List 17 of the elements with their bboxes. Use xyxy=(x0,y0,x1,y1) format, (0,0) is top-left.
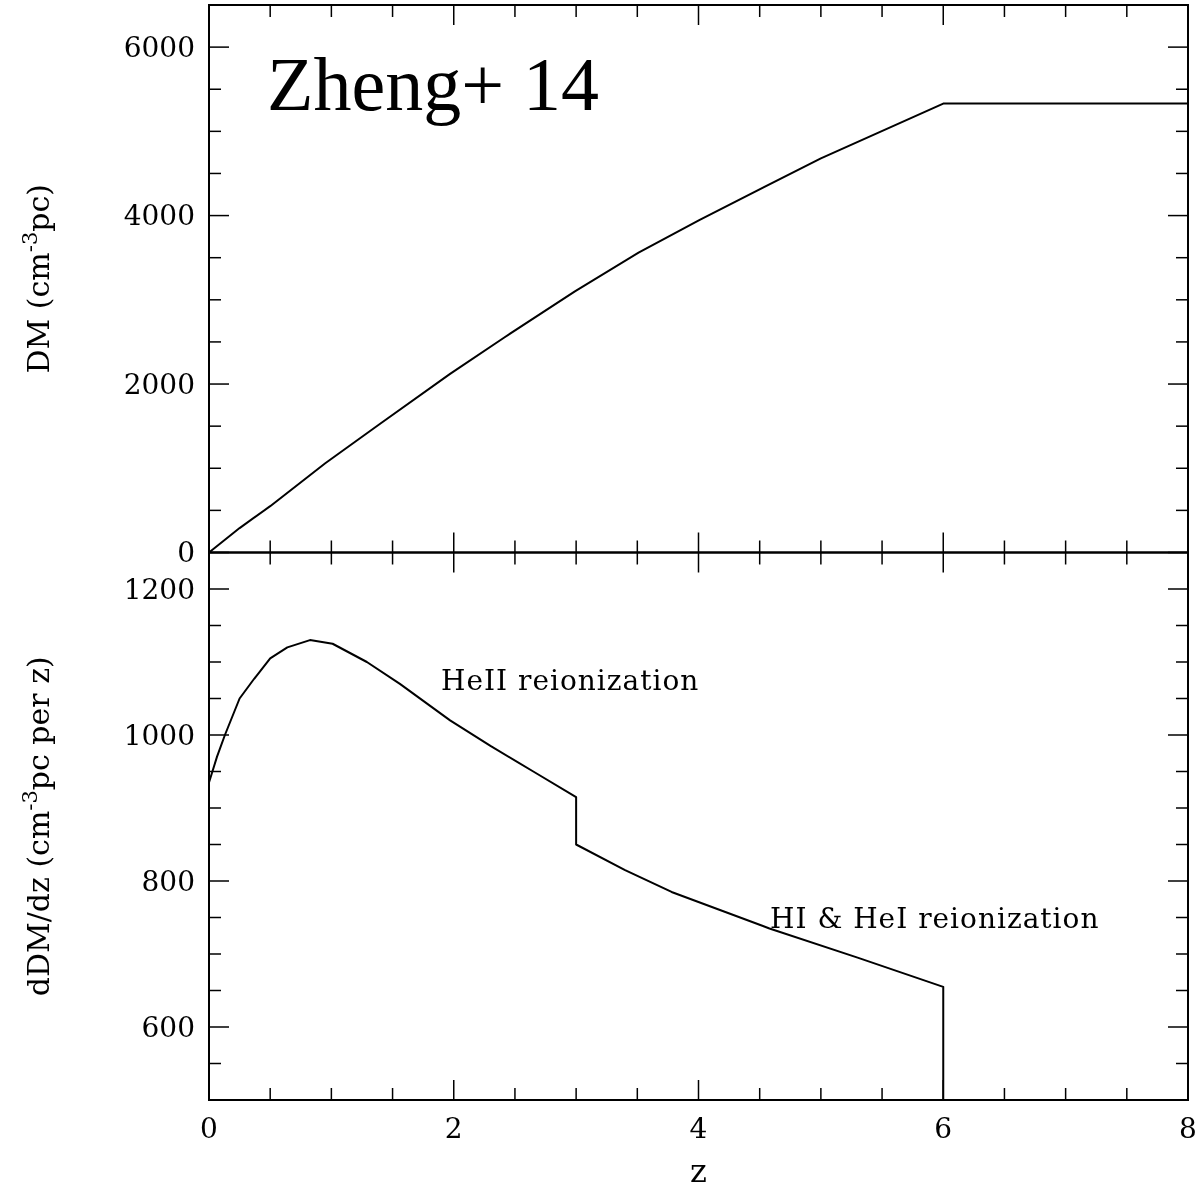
x-tick-label: 2 xyxy=(444,1112,463,1145)
x-axis-title: z xyxy=(690,1152,707,1190)
x-tick-label: 8 xyxy=(1179,1112,1197,1145)
annotation: HI & HeI reionization xyxy=(770,901,1100,935)
y-tick-label: 0 xyxy=(177,536,195,570)
y-tick-label: 6000 xyxy=(123,30,195,64)
y-tick-label: 600 xyxy=(141,1010,195,1044)
y-tick-label: 1000 xyxy=(123,718,195,752)
x-tick-label: 4 xyxy=(689,1112,708,1145)
text: Zheng+ 14 xyxy=(267,42,600,126)
y-tick-label: 4000 xyxy=(123,199,195,233)
y-tick-label: 2000 xyxy=(123,367,195,401)
x-tick-label: 0 xyxy=(200,1112,218,1145)
y-tick-label: 1200 xyxy=(123,572,195,606)
x-tick-label: 6 xyxy=(934,1112,953,1145)
y-tick-label: 800 xyxy=(141,864,195,898)
annotation: HeII reionization xyxy=(441,663,700,697)
